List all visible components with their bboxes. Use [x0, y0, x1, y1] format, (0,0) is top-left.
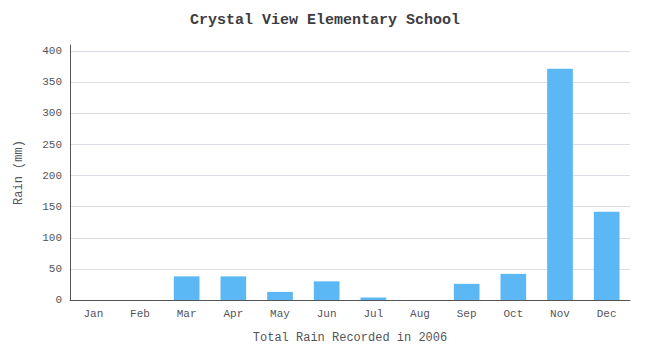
svg-text:Jun: Jun: [317, 308, 337, 320]
svg-text:0: 0: [55, 294, 62, 306]
svg-text:Jul: Jul: [363, 308, 383, 320]
svg-text:50: 50: [49, 263, 62, 275]
svg-text:Crystal View Elementary School: Crystal View Elementary School: [190, 12, 460, 29]
svg-text:350: 350: [42, 76, 62, 88]
svg-text:400: 400: [42, 45, 62, 57]
svg-text:300: 300: [42, 107, 62, 119]
svg-text:Rain (mm): Rain (mm): [12, 140, 26, 205]
svg-text:Oct: Oct: [503, 308, 523, 320]
svg-text:Apr: Apr: [223, 308, 243, 320]
svg-text:Jan: Jan: [83, 308, 103, 320]
svg-text:Sep: Sep: [457, 308, 477, 320]
svg-text:May: May: [270, 308, 290, 320]
svg-text:Feb: Feb: [130, 308, 150, 320]
svg-text:Mar: Mar: [177, 308, 197, 320]
svg-text:Nov: Nov: [550, 308, 570, 320]
svg-text:200: 200: [42, 170, 62, 182]
svg-text:150: 150: [42, 201, 62, 213]
svg-text:100: 100: [42, 232, 62, 244]
svg-text:Total Rain Recorded in 2006: Total Rain Recorded in 2006: [253, 331, 447, 345]
svg-text:Aug: Aug: [410, 308, 430, 320]
svg-text:250: 250: [42, 139, 62, 151]
svg-text:Dec: Dec: [597, 308, 617, 320]
